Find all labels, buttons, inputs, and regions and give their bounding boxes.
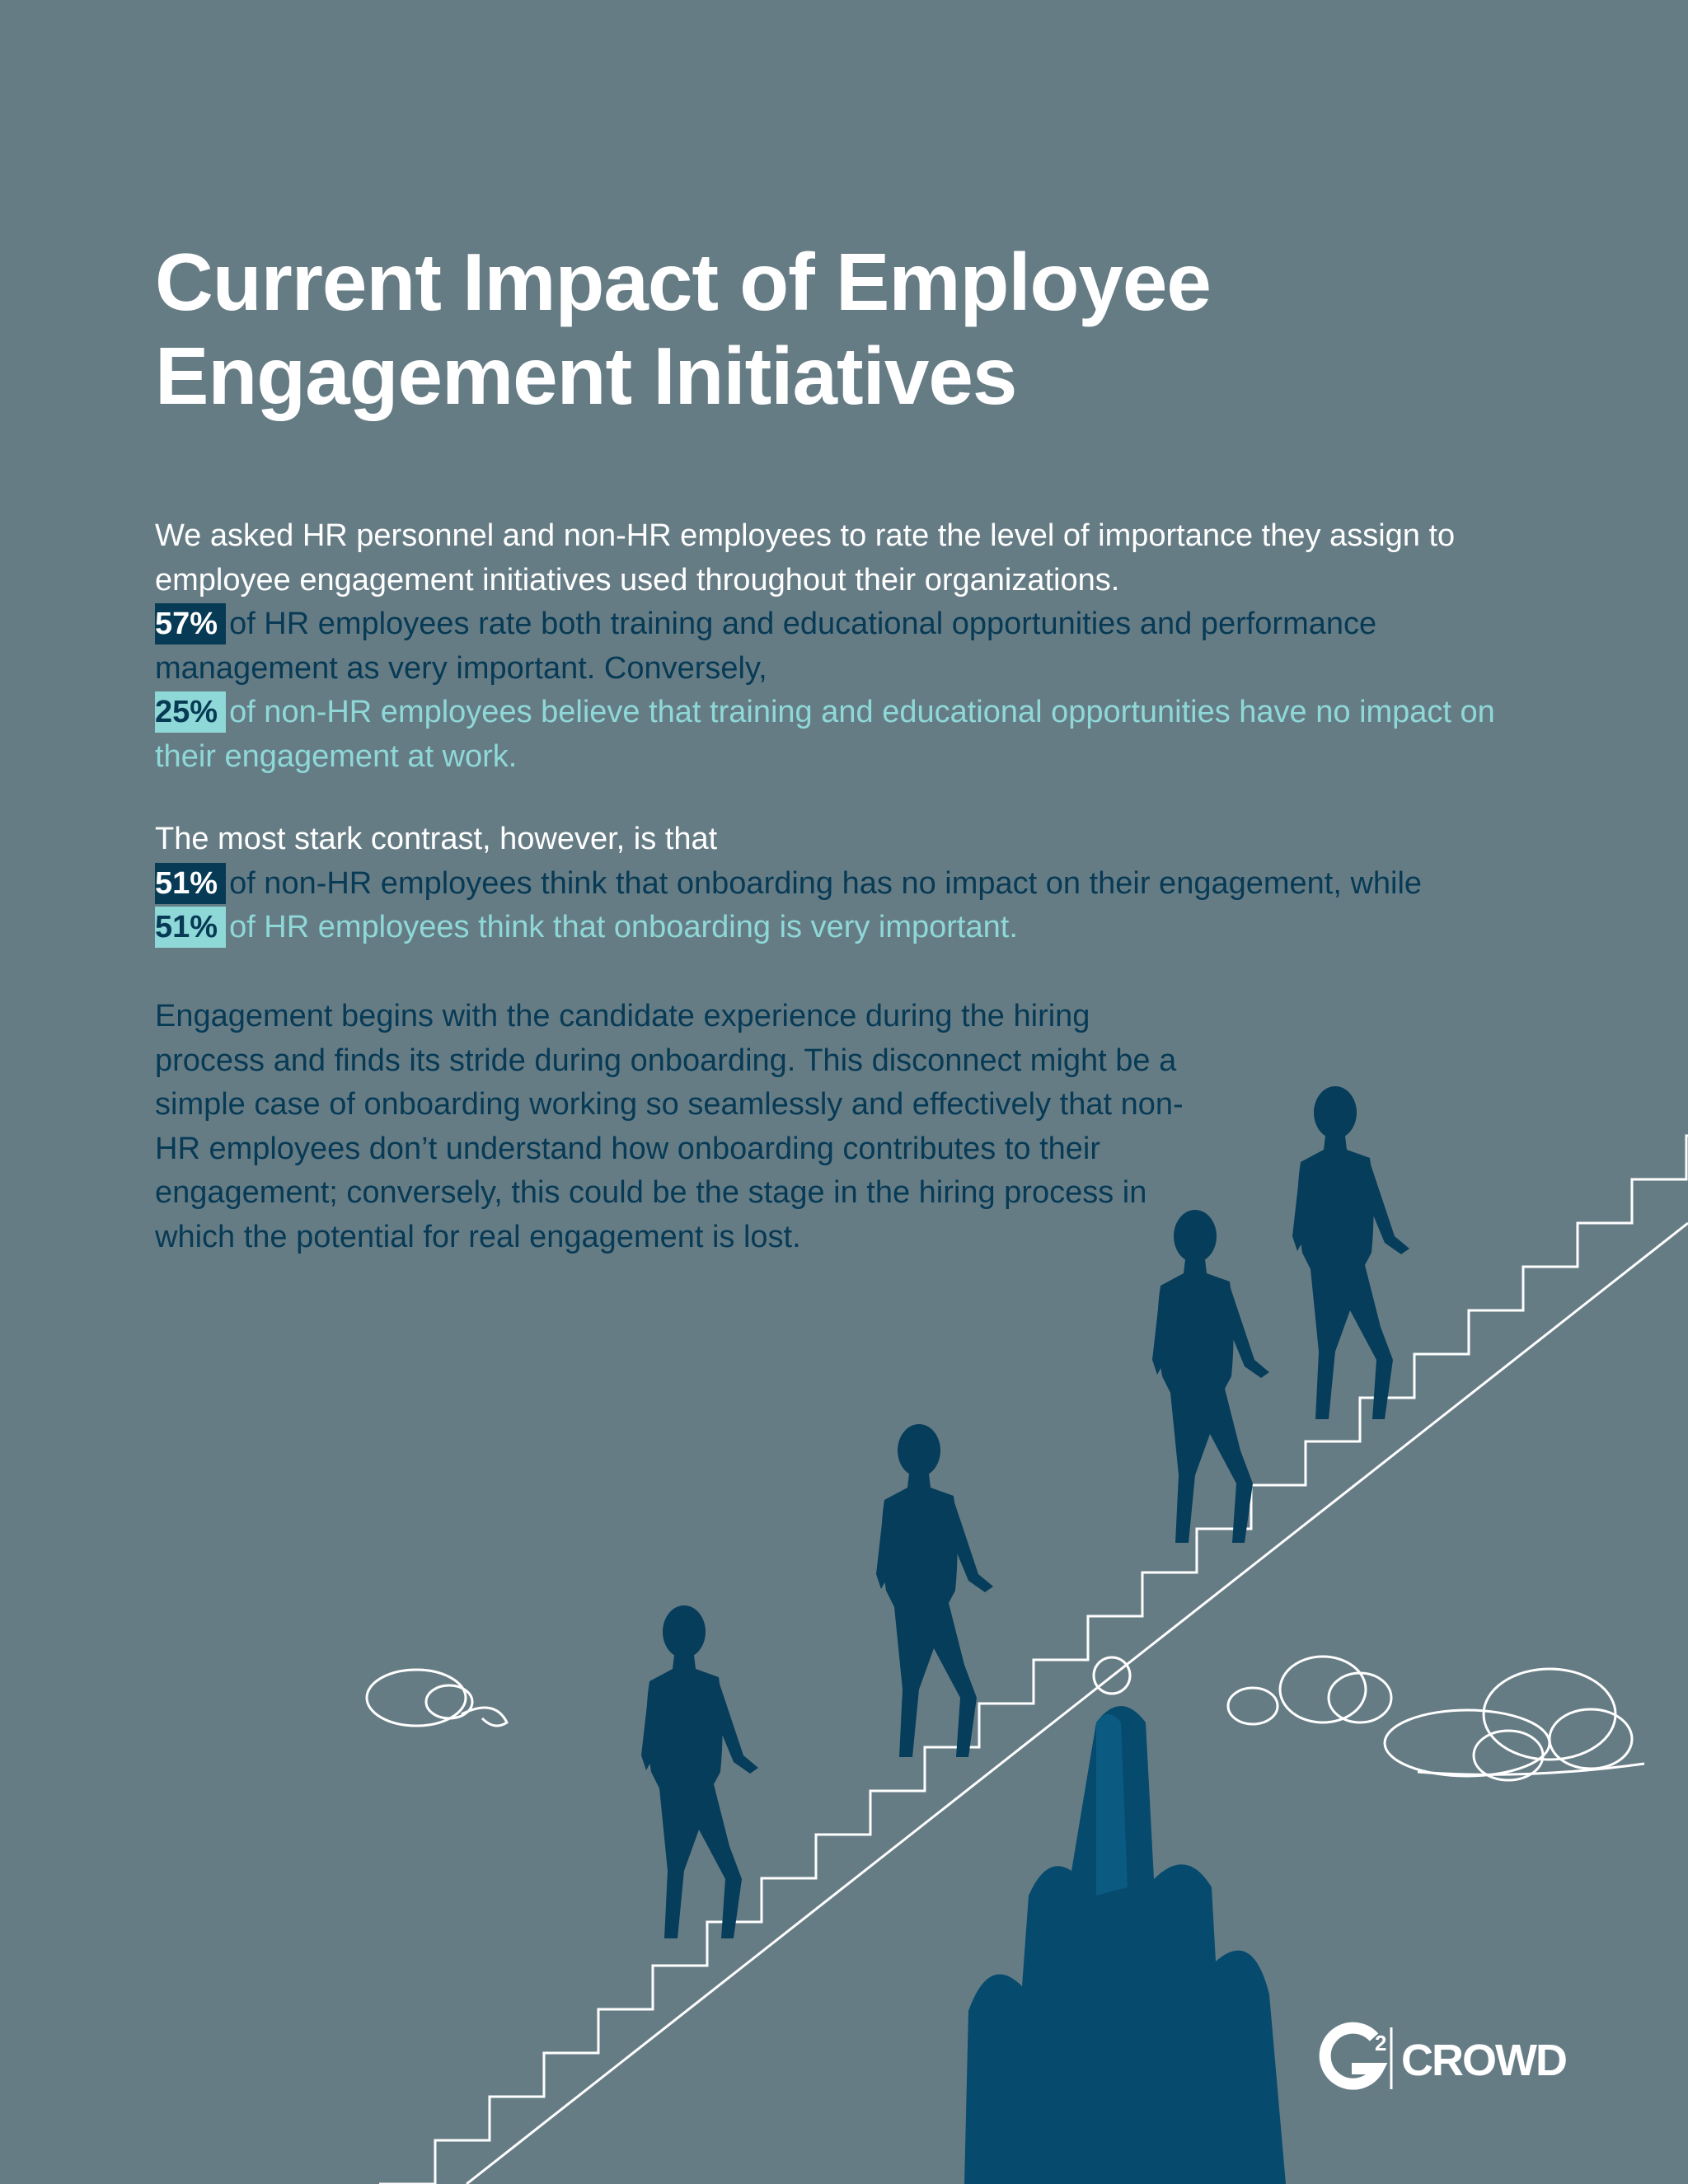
cloud-loop xyxy=(1278,1655,1367,1724)
stat-figure: 57% xyxy=(155,603,227,644)
intro-text: We asked HR personnel and non-HR employe… xyxy=(155,518,1456,598)
cloud-base xyxy=(1417,1762,1645,1776)
cloud-loop xyxy=(1226,1686,1279,1726)
stat-figure: 51% xyxy=(155,907,227,948)
stat-figure: 25% xyxy=(155,691,227,733)
stat: 51% of non-HR employees think that onboar… xyxy=(155,862,1556,907)
logo-name: CROWD xyxy=(1401,2036,1566,2085)
contrast-text: The most stark contrast, however, is tha… xyxy=(155,822,718,856)
cloud-loop xyxy=(1327,1671,1393,1724)
person-woman-top xyxy=(1292,1086,1409,1419)
intro: We asked HR personnel and non-HR employe… xyxy=(155,514,1540,779)
contrast: The most stark contrast, however, is tha… xyxy=(155,818,1556,950)
hand-highlight xyxy=(1096,1714,1128,1896)
conclusion: Engagement begins with the candidate exp… xyxy=(155,999,1184,1254)
stat-text: of HR employees think that onboarding is… xyxy=(229,910,1018,944)
button-circle xyxy=(1092,1656,1132,1695)
cloud-loop xyxy=(365,1668,467,1727)
stat-text: of HR employees rate both training and e… xyxy=(155,607,1377,686)
stat-figure: 51% xyxy=(155,862,227,904)
cloud-loop xyxy=(1472,1729,1545,1782)
person-woman-low xyxy=(641,1605,758,1938)
stat: 51% of HR employees think that onboarding… xyxy=(155,906,1556,950)
stat: 25% of non-HR employees believe that trai… xyxy=(155,691,1540,779)
person-man-mid xyxy=(876,1424,993,1757)
staircase xyxy=(379,1134,1688,2184)
cloud-tail xyxy=(461,1706,509,1727)
clouds xyxy=(365,1655,1645,1782)
logo-mark: 2 xyxy=(1375,2031,1386,2055)
title: Current Impact of Employee Engagement In… xyxy=(155,237,1212,421)
logo-g xyxy=(1319,2022,1388,2090)
cloud-loop xyxy=(1548,1708,1634,1770)
pointing-hand xyxy=(964,1706,1286,2184)
cloud-loop xyxy=(424,1684,474,1720)
stair-rail xyxy=(466,1221,1688,2184)
stat: 57% of HR employees rate both training an… xyxy=(155,602,1540,691)
stat-text: of non-HR employees think that onboardin… xyxy=(229,865,1423,901)
stat-text: of non-HR employees believe that trainin… xyxy=(155,695,1495,774)
cloud-loop xyxy=(1383,1708,1551,1778)
